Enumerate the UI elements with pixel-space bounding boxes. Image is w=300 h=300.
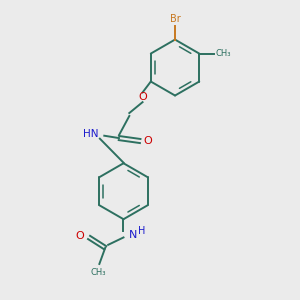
- Text: H: H: [138, 226, 146, 236]
- Text: N: N: [129, 230, 137, 240]
- Text: O: O: [144, 136, 152, 146]
- Text: HN: HN: [83, 129, 98, 139]
- Text: Br: Br: [170, 14, 180, 24]
- Text: CH₃: CH₃: [215, 49, 231, 58]
- Text: O: O: [138, 92, 147, 102]
- Text: O: O: [75, 231, 84, 241]
- Text: CH₃: CH₃: [90, 268, 106, 278]
